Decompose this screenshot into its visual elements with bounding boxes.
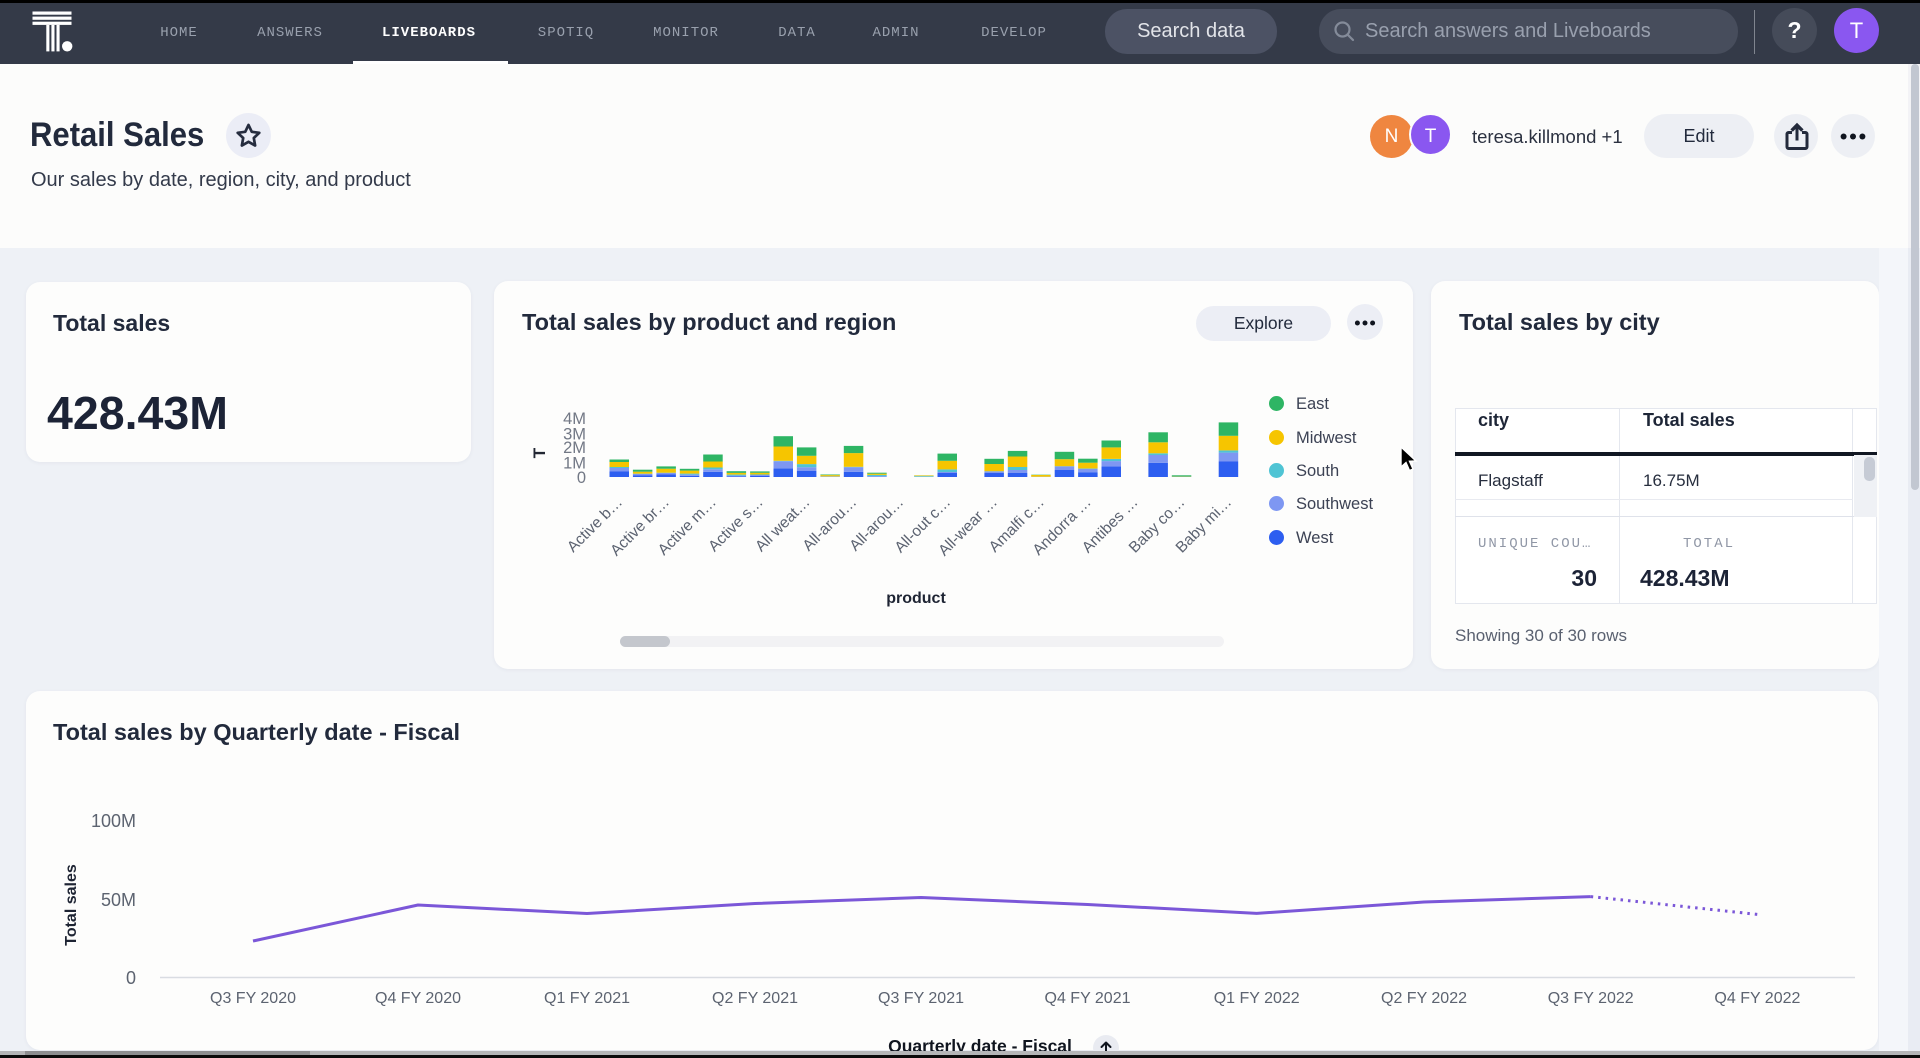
svg-text:Q4 FY 2022: Q4 FY 2022 (1714, 990, 1800, 1007)
svg-text:Q3 FY 2020: Q3 FY 2020 (210, 990, 296, 1007)
svg-text:Q3 FY 2021: Q3 FY 2021 (878, 990, 964, 1007)
svg-text:T: T (530, 447, 549, 458)
svg-text:product: product (886, 590, 946, 607)
svg-text:0: 0 (126, 968, 136, 988)
svg-text:Q1 FY 2022: Q1 FY 2022 (1214, 990, 1300, 1007)
svg-text:50M: 50M (101, 890, 136, 910)
svg-text:4M: 4M (563, 410, 586, 428)
svg-text:2M: 2M (563, 439, 586, 457)
svg-text:100M: 100M (91, 811, 136, 831)
svg-text:3M: 3M (563, 425, 586, 443)
svg-text:Q4 FY 2020: Q4 FY 2020 (375, 990, 461, 1007)
svg-text:Q2 FY 2022: Q2 FY 2022 (1381, 990, 1467, 1007)
svg-text:Q2 FY 2021: Q2 FY 2021 (712, 990, 798, 1007)
svg-text:0: 0 (577, 469, 586, 487)
svg-text:Q4 FY 2021: Q4 FY 2021 (1045, 990, 1131, 1007)
svg-text:Total sales: Total sales (63, 864, 80, 946)
svg-text:Q1 FY 2021: Q1 FY 2021 (544, 990, 630, 1007)
svg-text:Q3 FY 2022: Q3 FY 2022 (1548, 990, 1634, 1007)
svg-text:1M: 1M (563, 455, 586, 473)
